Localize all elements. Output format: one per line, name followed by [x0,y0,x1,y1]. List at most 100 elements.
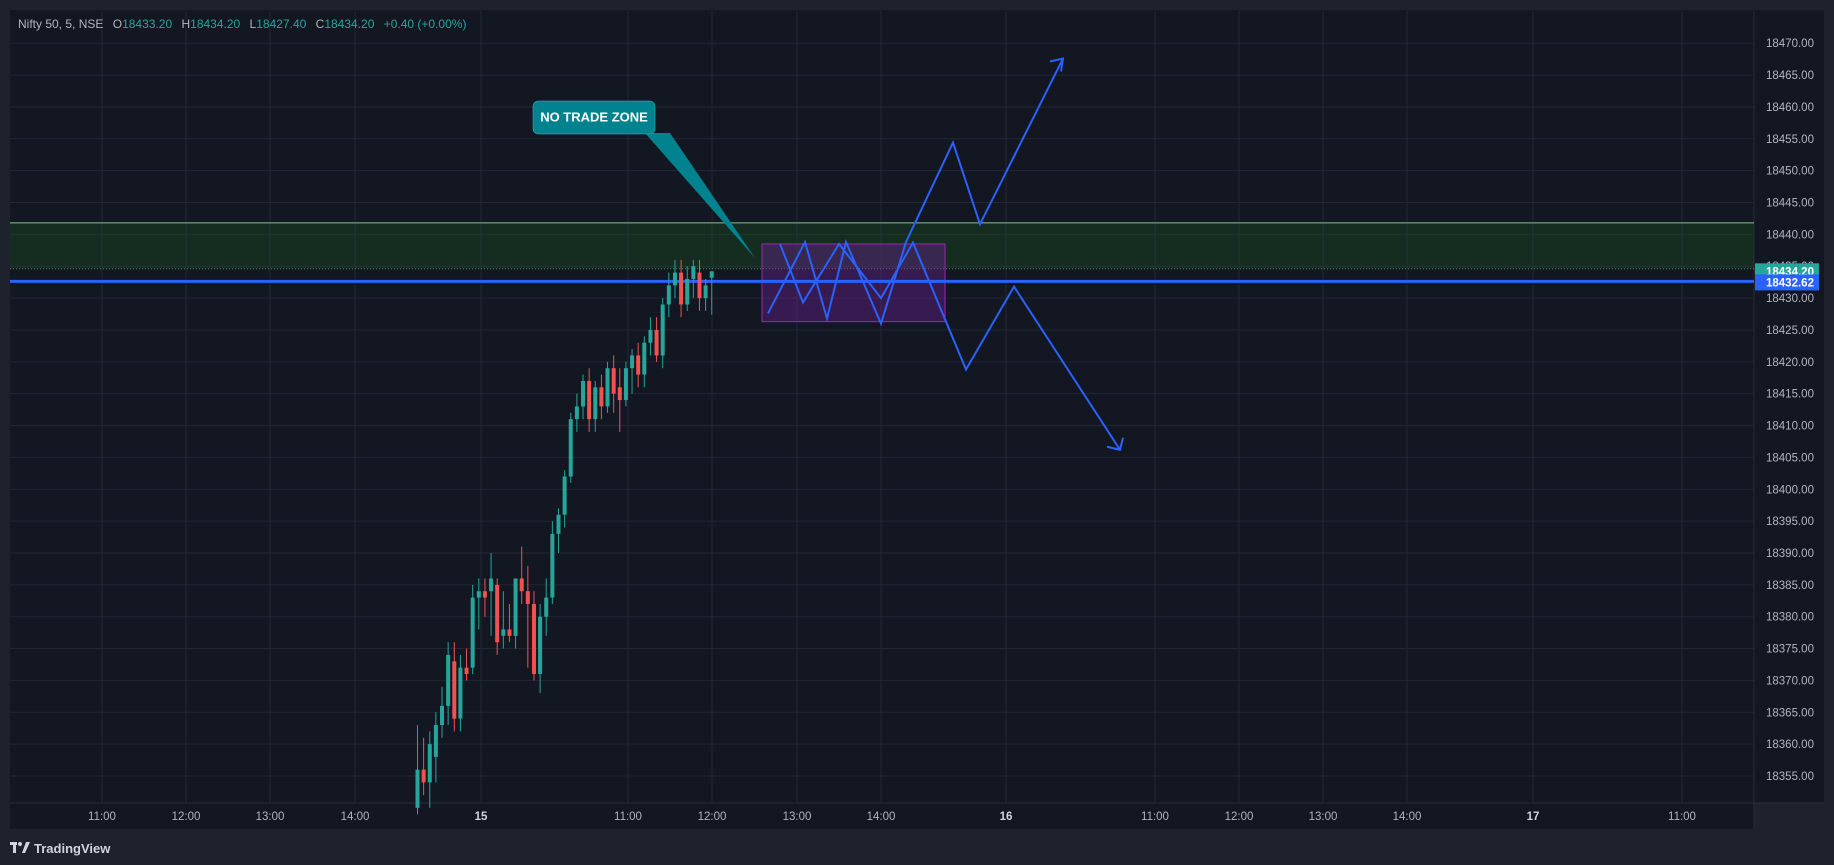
candle-body [691,266,696,279]
y-tick-label: 18465.00 [1766,70,1814,82]
candle [550,521,555,604]
high-value: 18434.20 [190,17,241,31]
x-tick-label: 13:00 [783,811,812,823]
y-tick-label: 18390.00 [1766,548,1814,560]
candle-body [709,271,714,278]
candle-body [605,368,610,407]
candle-body [611,368,616,394]
candle-body [421,769,426,783]
candle [648,317,653,356]
candle [623,361,628,407]
candle [587,368,592,432]
y-tick-label: 18470.00 [1766,38,1814,50]
candle [446,642,451,726]
x-tick-label: 12:00 [172,811,201,823]
x-tick-label: 12:00 [1225,811,1254,823]
candle [501,591,506,649]
grid [10,10,1754,803]
low-value: 18427.40 [256,17,307,31]
candle-body [550,533,555,598]
candle [556,508,561,553]
candle [672,259,677,299]
open-value: 18433.20 [122,17,173,31]
bullish-projection-path [767,58,1064,327]
plot-area[interactable] [10,10,1754,803]
candle [660,298,665,369]
annotation-layer [10,222,1754,323]
candle-body [482,591,487,598]
candle-body [593,387,598,420]
no-trade-zone-callout [532,100,656,135]
drawings: NO TRADE ZONE [532,57,1124,451]
candle [476,578,481,630]
candle-body [654,329,659,356]
candle-body [587,380,592,420]
x-tick-label: 15 [475,811,488,823]
candle-body [672,272,677,286]
candle [531,591,536,681]
y-tick-label: 18420.00 [1766,357,1814,369]
candle [605,361,610,413]
horizontal-line-price-value: 18432.62 [1766,277,1814,289]
callout-pointer [645,133,755,258]
candle [562,470,567,528]
bullish-arrow-head [1049,57,1065,72]
candle [574,393,579,432]
candle [544,578,549,636]
y-tick-label: 18365.00 [1766,707,1814,719]
y-tick-label: 18455.00 [1766,134,1814,146]
x-tick-label: 11:00 [1141,811,1169,823]
candle-body [556,514,561,534]
candle [654,317,659,362]
candle [458,654,463,732]
candle-body [568,419,573,477]
price-axis[interactable] [1754,10,1824,803]
y-tick-label: 18415.00 [1766,389,1814,401]
y-tick-label: 18385.00 [1766,580,1814,592]
candle [538,603,543,694]
symbol-name[interactable]: Nifty 50, 5, NSE [18,17,104,31]
candle [421,737,426,796]
x-tick-label: 11:00 [614,811,642,823]
candle-body [464,667,469,675]
candle-body [636,355,641,375]
x-tick-label: 17 [1527,811,1540,823]
candle-body [531,603,536,675]
horizontal-line-price-label [1755,274,1819,291]
candle-body [489,578,494,592]
y-tick-label: 18430.00 [1766,293,1814,305]
footer-brand[interactable]: TradingView [10,838,110,858]
candle-body [513,578,518,636]
y-tick-label: 18410.00 [1766,421,1814,433]
candle-body [599,387,604,407]
candle [709,271,714,315]
x-tick-label: 16 [1000,811,1013,823]
candle [691,259,696,299]
candle-body [495,584,500,643]
symbol-legend: Nifty 50, 5, NSE O18433.20 H18434.20 L18… [18,17,466,31]
candle [513,578,518,649]
candle-body [470,597,475,668]
time-axis[interactable] [10,803,1754,829]
y-tick-label: 18395.00 [1766,516,1814,528]
candle [611,355,616,413]
candle [495,578,500,655]
candle-body [574,406,579,420]
candle [697,259,702,311]
close-value: 18434.20 [324,17,375,31]
x-tick-label: 13:00 [1309,811,1338,823]
y-tick-label: 18445.00 [1766,198,1814,210]
y-tick-label: 18360.00 [1766,739,1814,751]
x-tick-label: 11:00 [1668,811,1696,823]
candle [630,349,635,394]
candle [482,578,487,617]
candle [433,712,438,783]
candle-body [697,272,702,299]
candle-body [679,272,684,305]
candle-body [452,661,457,719]
x-tick-label: 14:00 [867,811,896,823]
x-tick-label: 14:00 [341,811,370,823]
y-tick-label: 18440.00 [1766,229,1814,241]
candle-body [433,725,438,757]
